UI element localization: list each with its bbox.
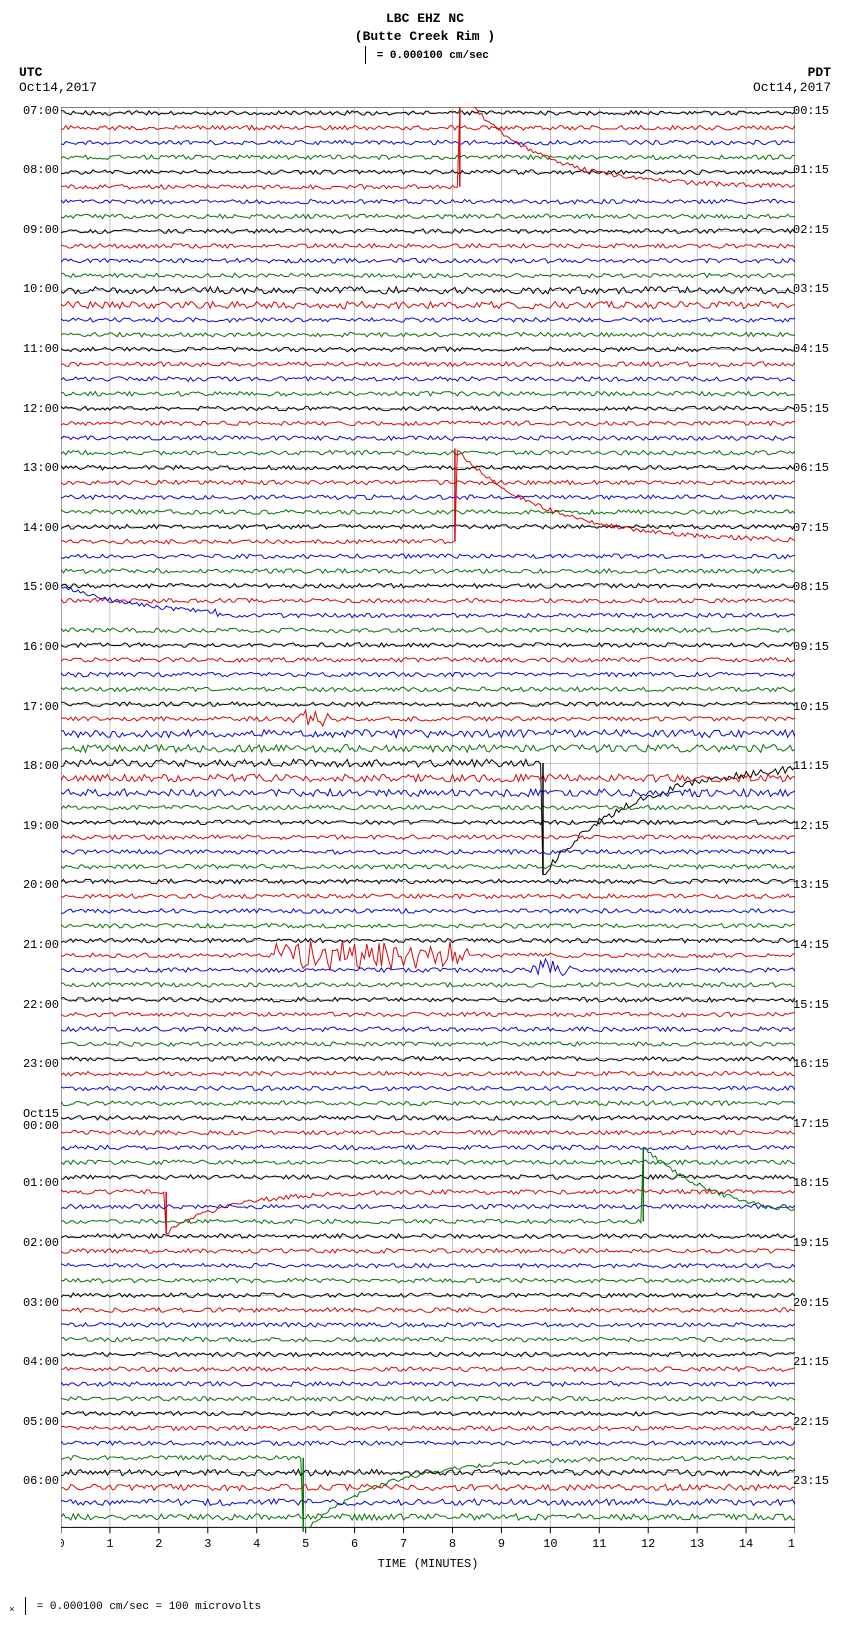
hour-label: 11:15 [793, 760, 847, 773]
hour-label: 14:00 [5, 522, 59, 535]
svg-text:10: 10 [543, 1537, 557, 1551]
hour-label: 21:15 [793, 1356, 847, 1369]
station-code: LBC EHZ NC [5, 10, 845, 28]
hour-label: 09:15 [793, 641, 847, 654]
svg-text:5: 5 [302, 1537, 309, 1551]
xaxis-title: TIME (MINUTES) [61, 1557, 795, 1571]
svg-text:3: 3 [204, 1537, 211, 1551]
hour-label: 02:00 [5, 1237, 59, 1250]
hour-label: 08:15 [793, 581, 847, 594]
svg-text:6: 6 [351, 1537, 358, 1551]
hour-label: 03:15 [793, 283, 847, 296]
tz-left-date: Oct14,2017 [19, 80, 97, 95]
svg-text:13: 13 [690, 1537, 704, 1551]
hour-label: 18:15 [793, 1177, 847, 1190]
hour-label: 12:15 [793, 820, 847, 833]
scale-bar-icon [365, 46, 366, 64]
hour-label: 13:00 [5, 462, 59, 475]
svg-text:2: 2 [155, 1537, 162, 1551]
footer-scale: × = 0.000100 cm/sec = 100 microvolts [9, 1597, 845, 1615]
hour-label: 01:15 [793, 164, 847, 177]
hour-label: 09:00 [5, 224, 59, 237]
hour-label: 18:00 [5, 760, 59, 773]
timezone-row: UTC Oct14,2017 PDT Oct14,2017 [5, 65, 845, 101]
hour-label: 15:00 [5, 581, 59, 594]
hour-label: 16:00 [5, 641, 59, 654]
seismogram-svg: 0123456789101112131415 [61, 107, 795, 1555]
hour-label: 13:15 [793, 879, 847, 892]
hour-label: Oct1500:00 [5, 1108, 59, 1133]
hour-label: 07:00 [5, 105, 59, 118]
hour-label: 04:00 [5, 1356, 59, 1369]
station-location: (Butte Creek Rim ) [5, 28, 845, 46]
hour-label: 14:15 [793, 939, 847, 952]
hour-label: 10:00 [5, 283, 59, 296]
svg-text:0: 0 [61, 1537, 65, 1551]
utc-hour-labels: 07:00 08:00 09:00 10:00 11:00 12:00 13:00 14:00… [5, 107, 59, 1567]
pdt-hour-labels: 00:15 01:15 02:15 03:15 04:15 05:15 06:15 07:15… [793, 107, 847, 1567]
hour-label: 06:00 [5, 1475, 59, 1488]
hour-label: 17:15 [793, 1118, 847, 1131]
hour-label: 02:15 [793, 224, 847, 237]
hour-label: 08:00 [5, 164, 59, 177]
hour-label: 05:00 [5, 1416, 59, 1429]
tz-left-label: UTC [19, 65, 97, 80]
tz-left: UTC Oct14,2017 [19, 65, 97, 95]
hour-label: 10:15 [793, 701, 847, 714]
footer-sub-icon: × [9, 1604, 15, 1615]
hour-label: 15:15 [793, 999, 847, 1012]
hour-label: 11:00 [5, 343, 59, 356]
hour-label: 16:15 [793, 1058, 847, 1071]
scale-bar-icon [25, 1597, 26, 1615]
svg-text:9: 9 [498, 1537, 505, 1551]
hour-label: 03:00 [5, 1297, 59, 1310]
tz-right-date: Oct14,2017 [753, 80, 831, 95]
footer-text: = 0.000100 cm/sec = 100 microvolts [37, 1601, 261, 1613]
tz-right-label: PDT [753, 65, 831, 80]
hour-label: 22:15 [793, 1416, 847, 1429]
hour-label: 04:15 [793, 343, 847, 356]
hour-label: 23:00 [5, 1058, 59, 1071]
hour-label: 23:15 [793, 1475, 847, 1488]
hour-label: 22:00 [5, 999, 59, 1012]
hour-label: 00:15 [793, 105, 847, 118]
svg-text:8: 8 [449, 1537, 456, 1551]
hour-label: 12:00 [5, 403, 59, 416]
scale-note: = 0.000100 cm/sec [5, 46, 845, 64]
hour-label: 21:00 [5, 939, 59, 952]
scale-text: = 0.000100 cm/sec [377, 50, 489, 62]
svg-text:12: 12 [641, 1537, 655, 1551]
hour-label: 19:00 [5, 820, 59, 833]
hour-label: 19:15 [793, 1237, 847, 1250]
hour-label: 05:15 [793, 403, 847, 416]
hour-label: 20:15 [793, 1297, 847, 1310]
hour-label: 06:15 [793, 462, 847, 475]
chart-header: LBC EHZ NC (Butte Creek Rim ) = 0.000100… [5, 10, 845, 65]
svg-text:14: 14 [739, 1537, 753, 1551]
svg-text:7: 7 [400, 1537, 407, 1551]
hour-label: 17:00 [5, 701, 59, 714]
hour-label: 07:15 [793, 522, 847, 535]
seismogram-chart: 07:0008:0009:0010:0011:0012:0013:0014:00… [61, 107, 795, 1587]
svg-text:4: 4 [253, 1537, 260, 1551]
hour-label: 20:00 [5, 879, 59, 892]
hour-label: 01:00 [5, 1177, 59, 1190]
tz-right: PDT Oct14,2017 [753, 65, 831, 95]
svg-text:1: 1 [106, 1537, 113, 1551]
svg-text:11: 11 [592, 1537, 606, 1551]
